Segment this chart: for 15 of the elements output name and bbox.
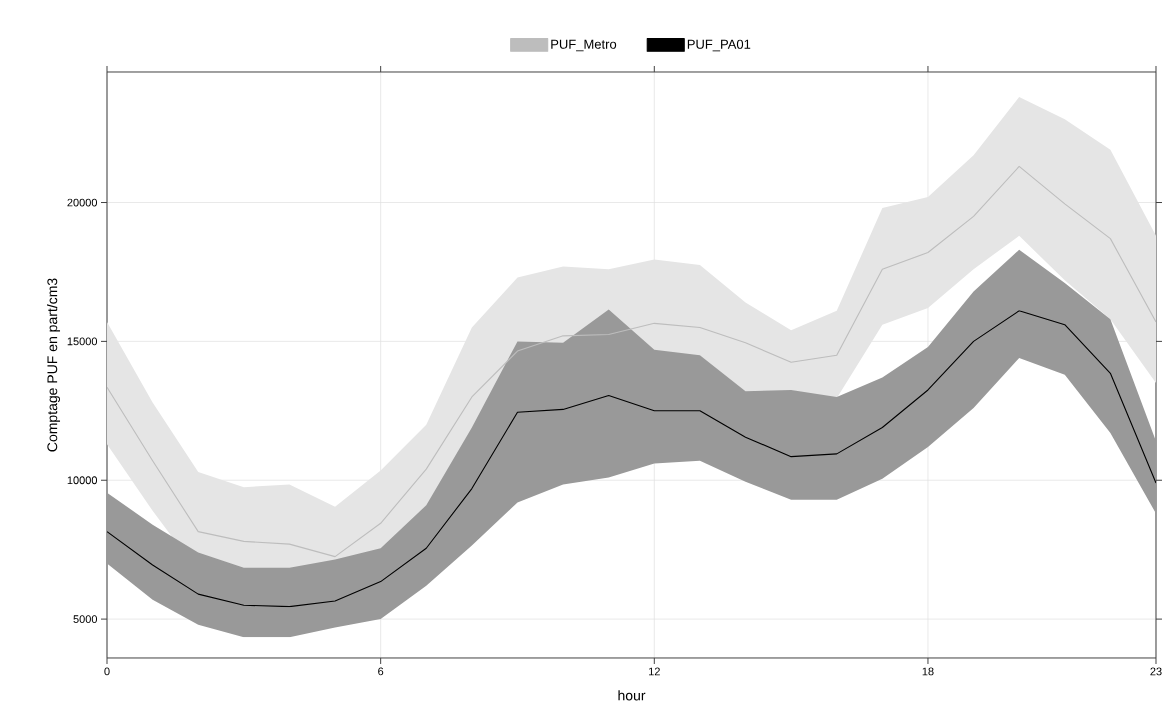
x-tick-label: 23 [1150,667,1162,676]
line-series [107,310,1156,608]
x-tick-label: 0 [104,667,110,676]
legend-label: PUF_Metro [551,39,617,52]
x-tick-label: 6 [378,667,384,676]
y-tick-label: 15000 [67,337,98,346]
x-axis-title: hour [618,690,646,701]
line-series [107,165,1156,558]
y-tick-label: 20000 [67,198,98,207]
x-tick-label: 18 [922,667,934,676]
legend-label: PUF_PA01 [687,39,751,52]
y-tick-label: 10000 [67,476,98,485]
x-tick-label: 12 [649,667,660,676]
y-axis-title: Comptage PUF en part/cm3 [46,278,61,452]
y-tick-label: 5000 [73,615,98,623]
